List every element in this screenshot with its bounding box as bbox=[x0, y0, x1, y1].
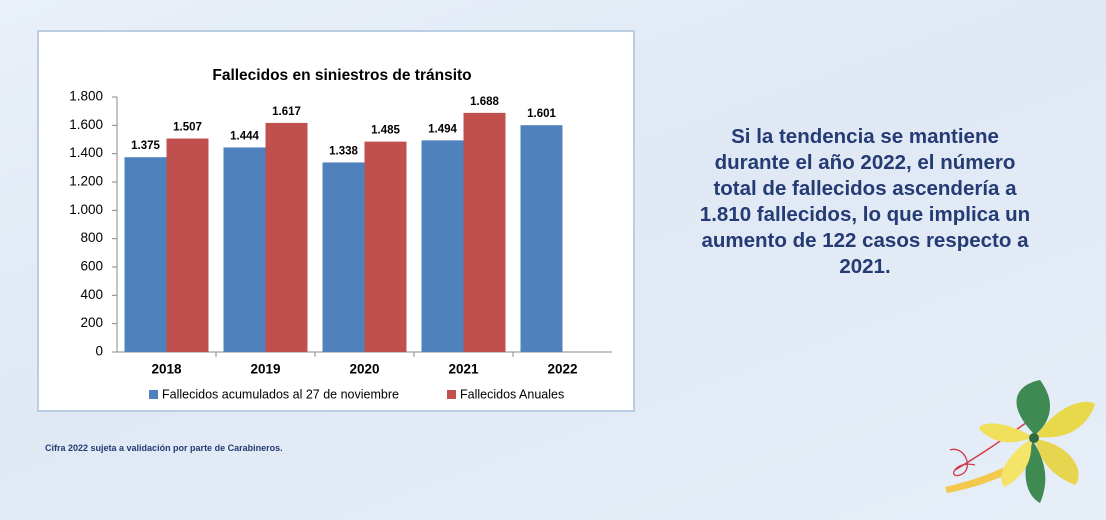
value-label: 1.688 bbox=[470, 96, 499, 108]
value-label: 1.617 bbox=[272, 106, 301, 118]
y-tick-label: 1.600 bbox=[69, 117, 103, 132]
bar bbox=[223, 147, 266, 352]
x-tick-label: 2021 bbox=[448, 362, 479, 377]
value-label: 1.444 bbox=[230, 130, 259, 142]
footnote: Cifra 2022 sujeta a validación por parte… bbox=[45, 443, 283, 453]
decoration bbox=[945, 380, 1095, 503]
x-tick-label: 2019 bbox=[250, 362, 280, 377]
value-label: 1.485 bbox=[371, 125, 400, 137]
y-tick-label: 600 bbox=[80, 259, 103, 274]
bar bbox=[364, 141, 407, 352]
legend-label: Fallecidos acumulados al 27 de noviembre bbox=[162, 387, 399, 401]
value-label: 1.494 bbox=[428, 123, 457, 135]
bar bbox=[265, 122, 308, 352]
chart-title: Fallecidos en siniestros de tránsito bbox=[212, 67, 471, 84]
paragraph-line: 2021. bbox=[839, 255, 891, 278]
paragraph-line: Si la tendencia se mantiene bbox=[731, 125, 999, 148]
legend-swatch bbox=[149, 390, 158, 399]
y-tick-label: 1.000 bbox=[69, 202, 103, 217]
chart: Fallecidos en siniestros de tránsito 0 20… bbox=[37, 30, 635, 412]
value-label: 1.338 bbox=[329, 145, 358, 157]
legend-swatch bbox=[447, 390, 456, 399]
bar bbox=[520, 125, 563, 352]
paragraph-line: total de fallecidos ascendería a bbox=[713, 177, 1017, 200]
paragraph-line: durante el año 2022, el número bbox=[714, 151, 1016, 174]
y-tick-label: 1.800 bbox=[69, 89, 103, 104]
x-tick-label: 2018 bbox=[151, 362, 182, 377]
bar bbox=[322, 162, 365, 352]
y-tick-label: 400 bbox=[80, 287, 103, 302]
y-tick-label: 1.400 bbox=[69, 145, 103, 160]
y-tick-label: 1.200 bbox=[69, 174, 103, 189]
paragraph-line: aumento de 122 casos respecto a bbox=[701, 229, 1029, 252]
value-label: 1.507 bbox=[173, 122, 202, 134]
value-label: 1.601 bbox=[527, 108, 556, 120]
paragraph: Si la tendencia se mantiene durante el añ… bbox=[670, 124, 1060, 280]
y-tick-label: 200 bbox=[80, 315, 103, 330]
paragraph-line: 1.810 fallecidos, lo que implica un bbox=[699, 203, 1031, 226]
y-tick-label: 0 bbox=[95, 344, 103, 359]
value-label: 1.375 bbox=[131, 140, 160, 152]
bar bbox=[166, 138, 209, 352]
x-tick-label: 2020 bbox=[349, 362, 379, 377]
legend-label: Fallecidos Anuales bbox=[460, 387, 564, 401]
y-tick-label: 800 bbox=[80, 230, 103, 245]
bar bbox=[421, 140, 464, 352]
bar bbox=[463, 112, 506, 352]
x-tick-label: 2022 bbox=[547, 362, 577, 377]
bar bbox=[124, 157, 167, 352]
